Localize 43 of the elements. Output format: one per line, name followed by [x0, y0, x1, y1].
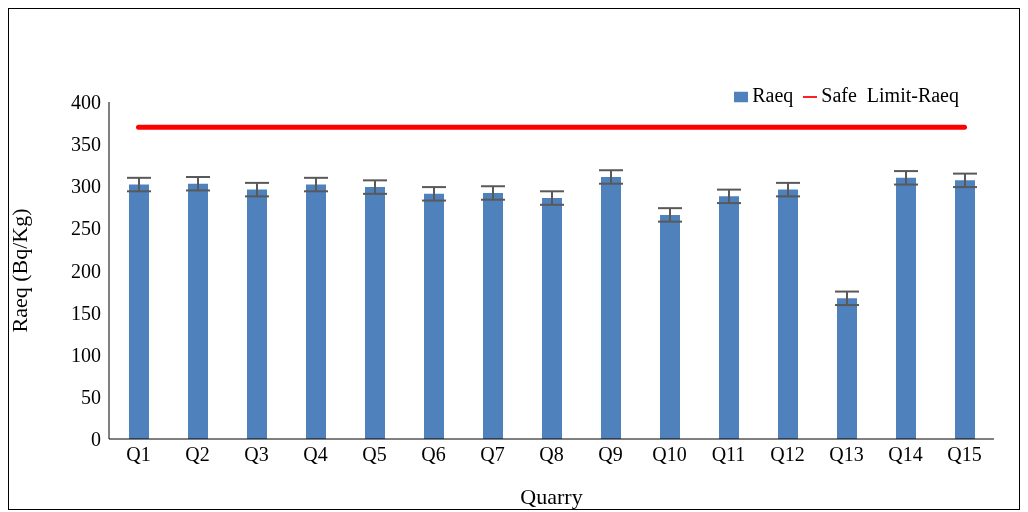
x-tick-label: Q4 — [303, 443, 328, 466]
x-tick-label: Q2 — [185, 443, 210, 466]
legend-label: Raeq — [752, 84, 794, 106]
y-tick-label: 300 — [71, 175, 101, 198]
bar — [601, 176, 621, 439]
x-tick-label: Q7 — [480, 443, 505, 466]
y-axis-title: Raeq (Bq/Kg) — [6, 208, 32, 333]
bar — [837, 298, 857, 439]
bar — [188, 183, 208, 439]
y-tick-label: 200 — [71, 259, 101, 282]
x-tick-label: Q9 — [598, 443, 623, 466]
bar — [365, 187, 385, 439]
x-tick-label: Q15 — [947, 443, 982, 466]
y-tick-label: 350 — [71, 133, 101, 156]
bar — [129, 184, 149, 439]
bar — [306, 184, 326, 439]
x-tick-label: Q13 — [829, 443, 864, 466]
bar — [896, 177, 916, 439]
bar — [424, 193, 444, 439]
x-axis-title: Quarry — [520, 484, 583, 509]
bar — [483, 192, 503, 439]
x-tick-label: Q10 — [652, 443, 687, 466]
bar — [719, 196, 739, 439]
bar — [247, 189, 267, 439]
y-tick-label: 100 — [71, 343, 101, 366]
bar — [778, 189, 798, 439]
y-tick-label: 150 — [71, 301, 101, 324]
x-tick-label: Q12 — [770, 443, 805, 466]
x-tick-label: Q3 — [244, 443, 269, 466]
y-tick-label: 0 — [91, 428, 101, 451]
y-tick-label: 250 — [71, 217, 101, 240]
y-tick-label: 50 — [81, 385, 101, 408]
x-tick-label: Q6 — [421, 443, 446, 466]
x-tick-label: Q1 — [126, 443, 151, 466]
legend-label: Safe Limit-Raeq — [821, 84, 959, 106]
bar — [955, 180, 975, 439]
bar — [660, 214, 680, 439]
x-tick-label: Q8 — [539, 443, 564, 466]
x-tick-label: Q14 — [888, 443, 923, 466]
x-tick-label: Q5 — [362, 443, 387, 466]
x-tick-label: Q11 — [711, 443, 746, 466]
y-tick-label: 400 — [71, 91, 101, 114]
bar — [542, 198, 562, 439]
